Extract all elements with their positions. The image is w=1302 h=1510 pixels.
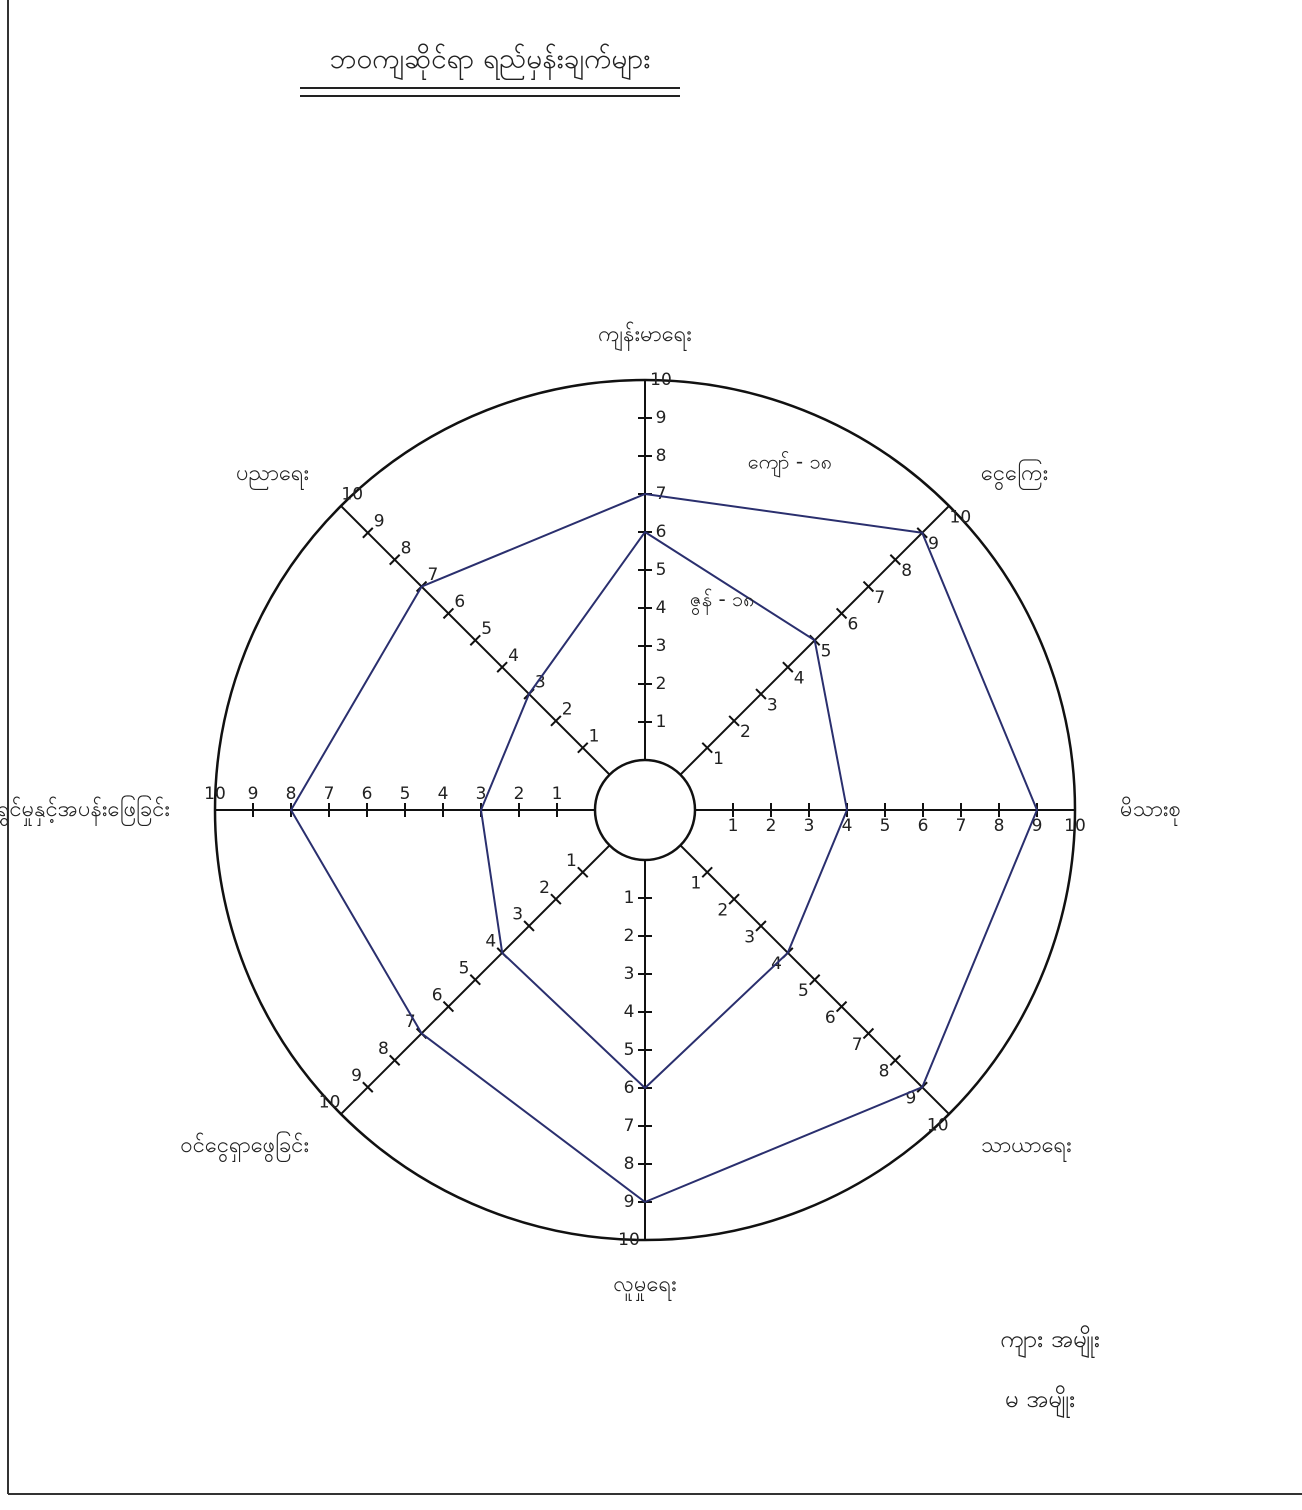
tick-label: 3 bbox=[656, 636, 667, 656]
tick-label: 2 bbox=[717, 900, 728, 920]
tick-label: 6 bbox=[918, 816, 929, 836]
tick-label: 8 bbox=[879, 1062, 890, 1082]
tick-label: 4 bbox=[624, 1002, 635, 1022]
tick-label: 4 bbox=[508, 646, 519, 666]
tick-label: 5 bbox=[481, 619, 492, 639]
tick-label: 9 bbox=[374, 512, 385, 532]
page: ဘဝကျဆိုင်ရာ ရည်မှန်းချက်များ ကျား အမျိုး… bbox=[0, 0, 1302, 1506]
tick-label: 10 bbox=[319, 1093, 341, 1113]
tick-label: 5 bbox=[880, 816, 891, 836]
tick-label: 2 bbox=[514, 784, 525, 804]
tick-label: 5 bbox=[459, 958, 470, 978]
tick-label: 1 bbox=[566, 851, 577, 871]
tick-label: 3 bbox=[804, 816, 815, 836]
tick-label: 7 bbox=[852, 1035, 863, 1055]
tick-label: 3 bbox=[744, 927, 755, 947]
tick-label: 6 bbox=[432, 985, 443, 1005]
category-label: သာယာရေး bbox=[981, 1133, 1072, 1162]
tick-label: 5 bbox=[798, 981, 809, 1001]
tick-label: 1 bbox=[552, 784, 563, 804]
tick-label: 2 bbox=[766, 816, 777, 836]
tick-label: 4 bbox=[438, 784, 449, 804]
tick-label: 9 bbox=[248, 784, 259, 804]
series-label: ကျော် - ၁၈ bbox=[748, 449, 832, 477]
tick-label: 8 bbox=[656, 446, 667, 466]
tick-label: 10 bbox=[618, 1230, 640, 1250]
tick-label: 2 bbox=[656, 674, 667, 694]
tick-label: 10 bbox=[650, 370, 672, 390]
tick-label: 10 bbox=[1064, 816, 1086, 836]
tick-label: 7 bbox=[956, 816, 967, 836]
tick-label: 6 bbox=[624, 1078, 635, 1098]
tick-label: 5 bbox=[624, 1040, 635, 1060]
tick-label: 3 bbox=[767, 695, 778, 715]
tick-label: 10 bbox=[927, 1115, 949, 1135]
tick-label: 7 bbox=[656, 484, 667, 504]
series-label: ဇွန် - ၁၈ bbox=[690, 587, 755, 615]
tick-label: 6 bbox=[847, 615, 858, 635]
tick-label: 7 bbox=[624, 1116, 635, 1136]
tick-label: 4 bbox=[656, 598, 667, 618]
tick-label: 8 bbox=[401, 538, 412, 558]
tick-label: 9 bbox=[351, 1066, 362, 1086]
tick-label: 6 bbox=[362, 784, 373, 804]
tick-label: 7 bbox=[324, 784, 335, 804]
tick-label: 1 bbox=[589, 726, 600, 746]
category-label: ပညာရေး bbox=[236, 461, 309, 490]
category-label: လူမှုရေး bbox=[613, 1272, 676, 1301]
tick-label: 2 bbox=[740, 722, 751, 742]
tick-label: 3 bbox=[512, 905, 523, 925]
tick-label: 1 bbox=[713, 749, 724, 769]
tick-label: 2 bbox=[624, 926, 635, 946]
tick-label: 10 bbox=[950, 507, 972, 527]
tick-label: 10 bbox=[204, 784, 226, 804]
tick-label: 4 bbox=[485, 932, 496, 952]
tick-label: 2 bbox=[562, 700, 573, 720]
tick-label: 5 bbox=[821, 642, 832, 662]
tick-label: 2 bbox=[539, 878, 550, 898]
tick-label: 1 bbox=[624, 888, 635, 908]
tick-label: 7 bbox=[874, 588, 885, 608]
tick-label: 8 bbox=[286, 784, 297, 804]
category-label: မိသားစု bbox=[1120, 796, 1181, 826]
tick-label: 3 bbox=[624, 964, 635, 984]
tick-label: 9 bbox=[624, 1192, 635, 1212]
tick-label: 8 bbox=[378, 1039, 389, 1059]
tick-label: 6 bbox=[454, 592, 465, 612]
tick-label: 1 bbox=[728, 816, 739, 836]
tick-label: 8 bbox=[901, 561, 912, 581]
tick-label: 8 bbox=[624, 1154, 635, 1174]
tick-label: 5 bbox=[400, 784, 411, 804]
tick-label: 4 bbox=[794, 668, 805, 688]
tick-label: 5 bbox=[656, 560, 667, 580]
tick-label: 8 bbox=[994, 816, 1005, 836]
tick-label: 1 bbox=[690, 874, 701, 894]
tick-label: 9 bbox=[656, 408, 667, 428]
tick-label: 6 bbox=[825, 1008, 836, 1028]
hub-circle bbox=[595, 760, 695, 860]
tick-label: 1 bbox=[656, 712, 667, 732]
tick-label: 10 bbox=[341, 485, 363, 505]
category-label: ကျန်းမာရေး bbox=[598, 321, 692, 351]
